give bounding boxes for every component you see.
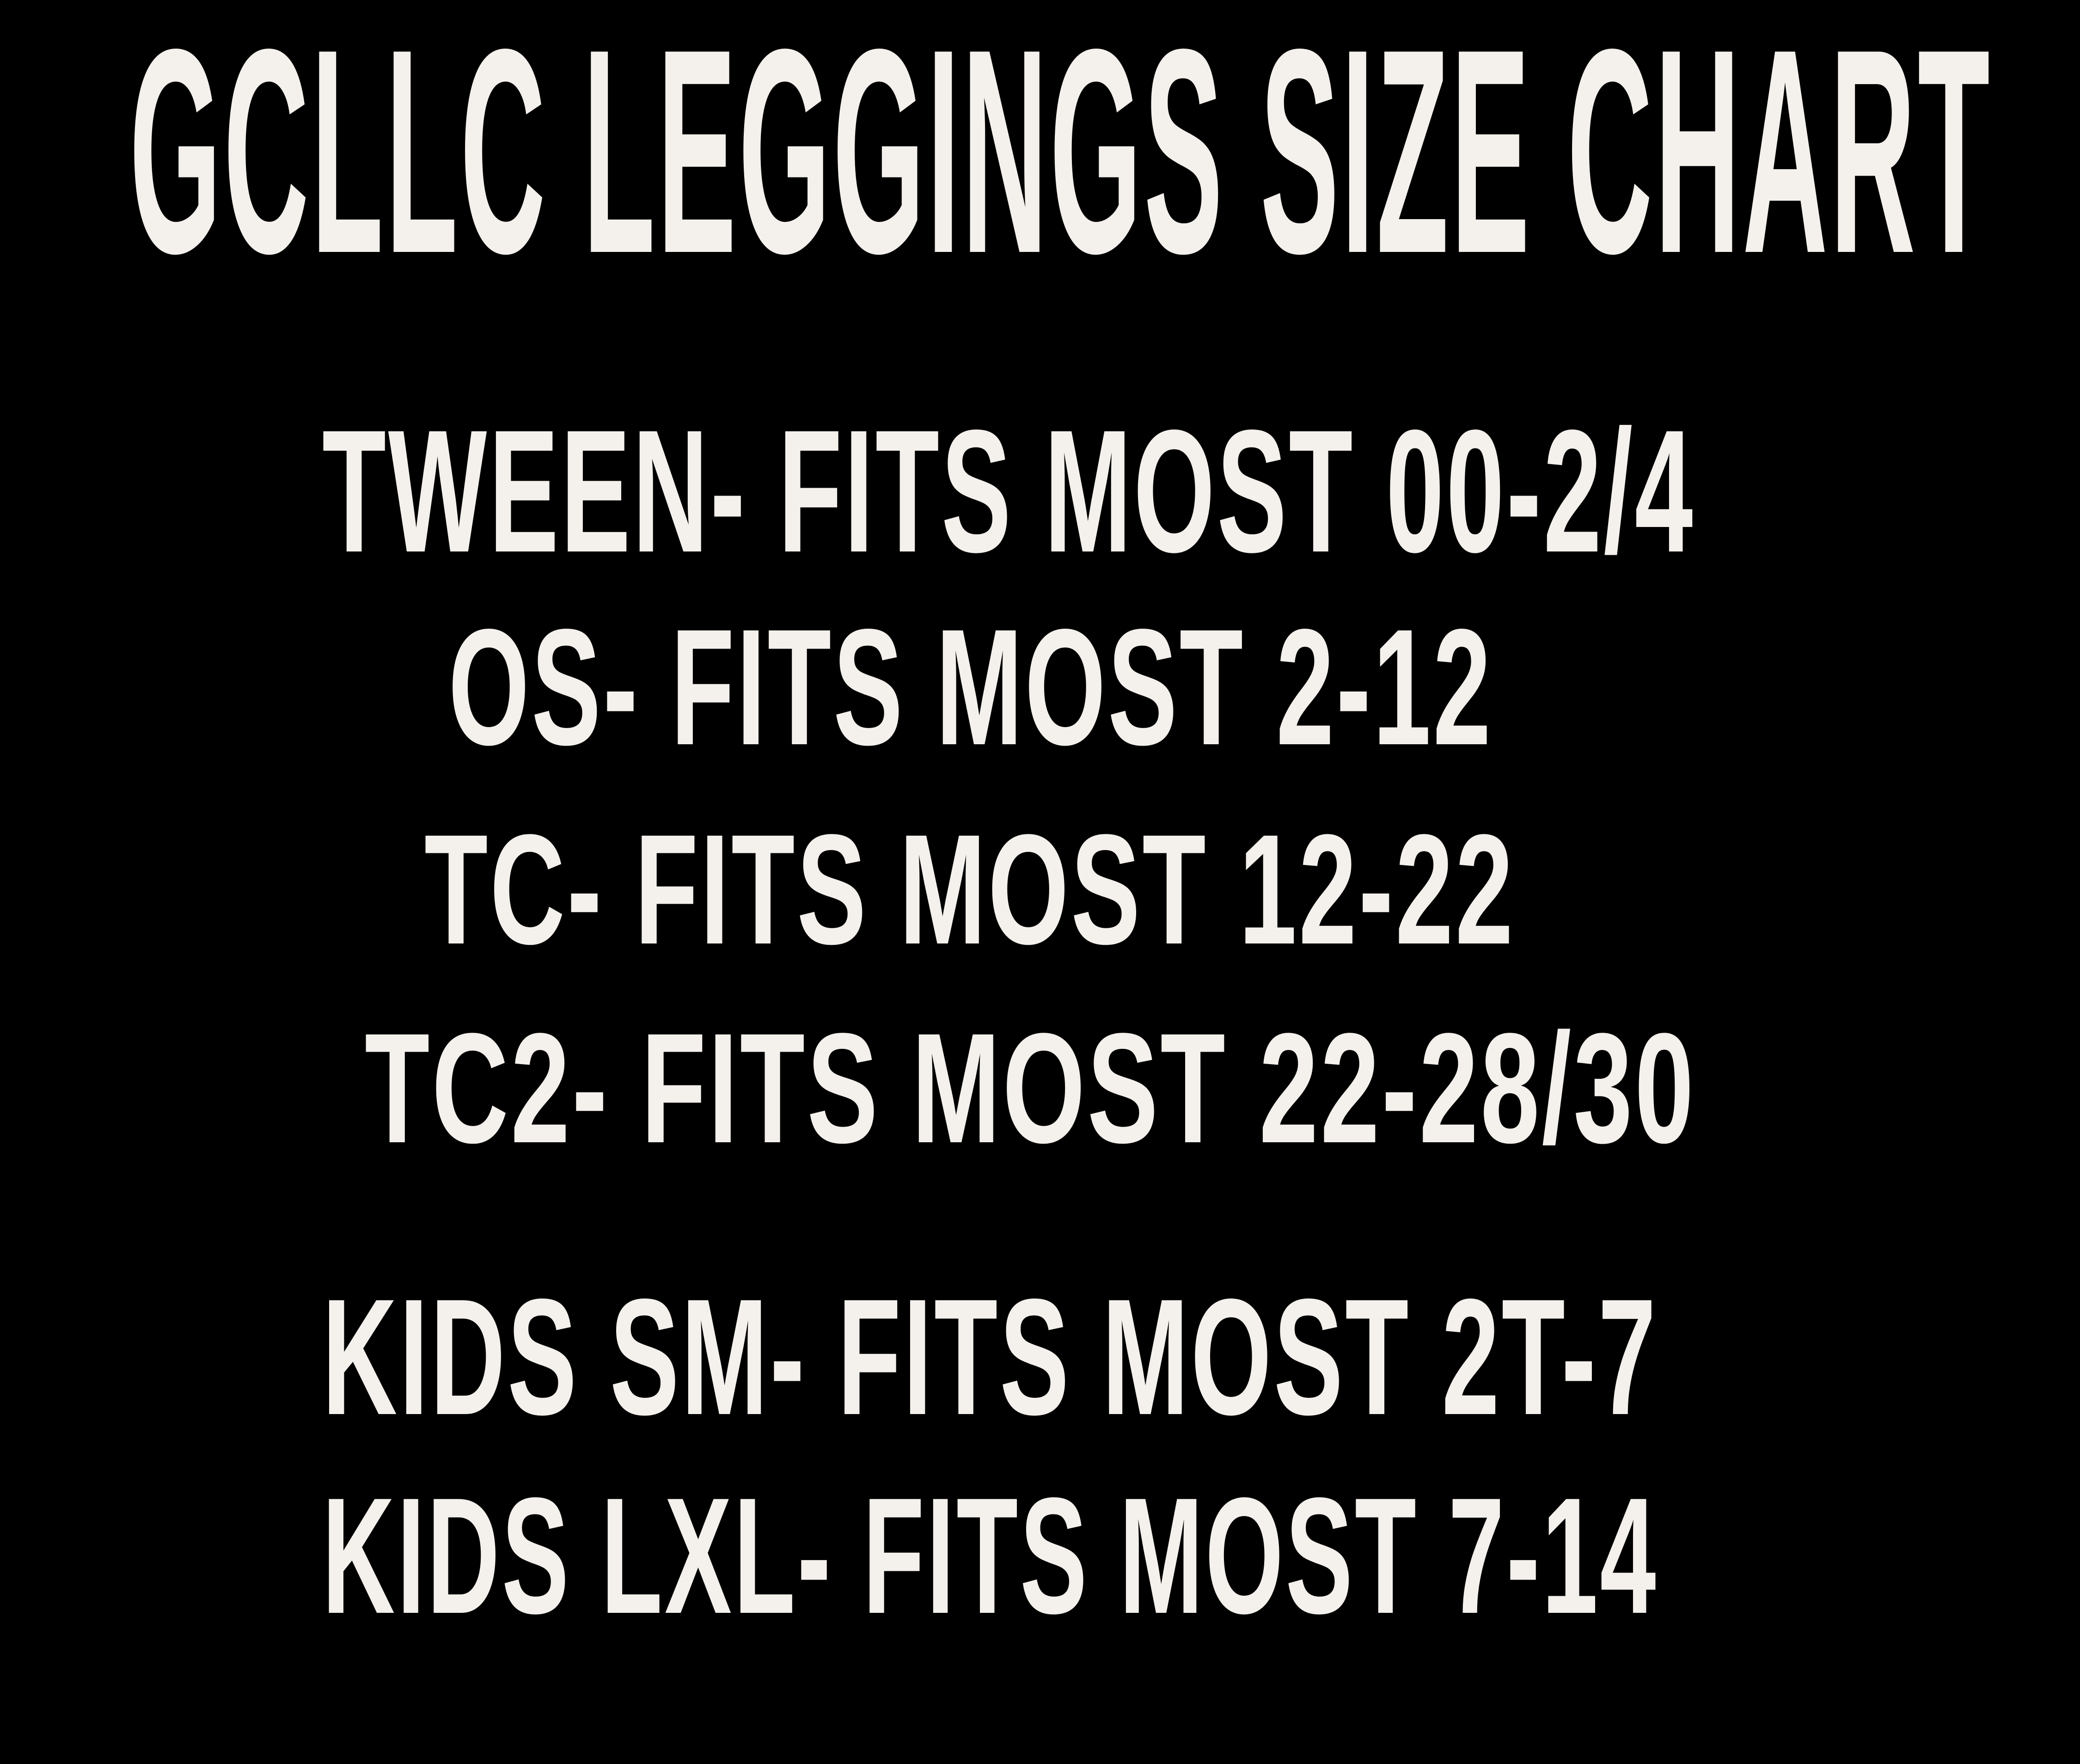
size-line-tc2: TC2- FITS MOST 22-28/30 xyxy=(365,1000,1696,1176)
size-line-os: OS- FITS MOST 2-12 xyxy=(448,594,1493,779)
size-chart-title: GCLLC LEGGINGS SIZE CHART xyxy=(129,0,1992,314)
size-line-kids-lxl: KIDS LXL- FITS MOST 7-14 xyxy=(322,1463,1658,1648)
size-line-tc: TC- FITS MOST 12-22 xyxy=(424,802,1515,977)
size-line-tween: TWEEN- FITS MOST 00-2/4 xyxy=(322,394,1695,589)
size-line-kids-sm: KIDS SM- FITS MOST 2T-7 xyxy=(322,1264,1658,1449)
